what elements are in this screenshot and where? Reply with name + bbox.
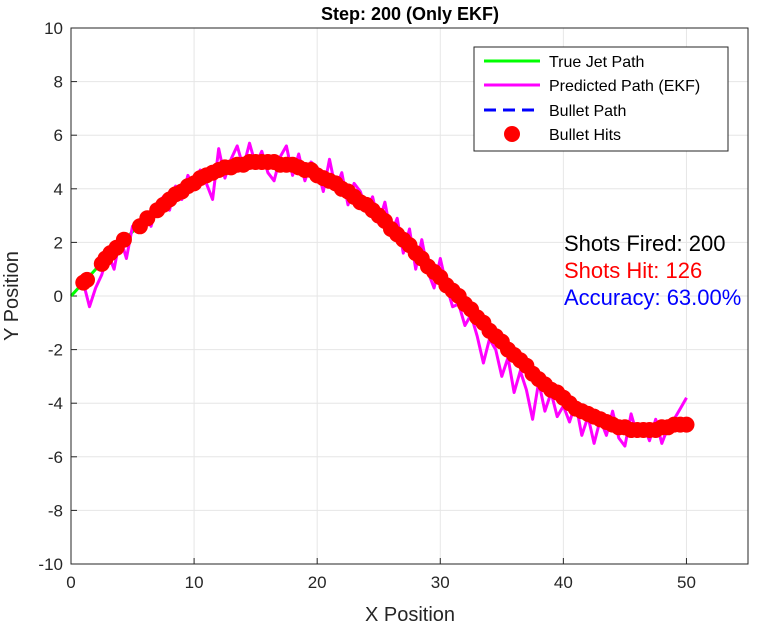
y-tick-label: 0 — [54, 287, 63, 306]
bullet-hit-marker — [79, 271, 95, 288]
legend-label-bullet-path: Bullet Path — [549, 103, 626, 120]
axes-box — [70, 27, 749, 565]
series-layer — [69, 141, 695, 448]
y-tick-label: 4 — [54, 180, 63, 199]
y-tick-label: -4 — [48, 394, 63, 413]
legend: True Jet Path Predicted Path (EKF) Bulle… — [473, 46, 729, 152]
y-tick-label: -2 — [48, 341, 63, 360]
x-ticks: 0 10 20 30 40 50 — [66, 558, 696, 592]
legend-label-true-path: True Jet Path — [549, 54, 644, 71]
y-ticks: -10 -8 -6 -4 -2 0 2 4 6 8 10 — [38, 19, 77, 574]
legend-swatch-bullet-hits — [504, 126, 520, 142]
x-axis-label: X Position — [365, 604, 455, 626]
accuracy-text: Accuracy: 63.00% — [564, 285, 741, 310]
x-tick-label: 30 — [431, 573, 450, 592]
y-tick-label: 6 — [54, 126, 63, 145]
bullet-hit-marker — [115, 231, 132, 248]
y-tick-label: -6 — [48, 448, 63, 467]
y-tick-label: 8 — [54, 73, 63, 92]
legend-label-bullet-hits: Bullet Hits — [549, 127, 621, 144]
shots-fired-text: Shots Fired: 200 — [564, 231, 725, 256]
y-tick-label: 10 — [44, 19, 63, 38]
legend-label-predicted-path: Predicted Path (EKF) — [549, 78, 700, 95]
y-tick-label: -8 — [48, 501, 63, 520]
x-tick-label: 50 — [677, 573, 696, 592]
chart-title: Step: 200 (Only EKF) — [321, 4, 499, 24]
bullet-hit-marker — [678, 416, 695, 433]
y-tick-label: -10 — [38, 555, 63, 574]
x-tick-label: 40 — [554, 573, 573, 592]
y-axis-label: Y Position — [1, 251, 23, 341]
shots-hit-text: Shots Hit: 126 — [564, 258, 702, 283]
y-tick-label: 2 — [54, 233, 63, 252]
x-tick-label: 20 — [308, 573, 327, 592]
x-tick-label: 10 — [185, 573, 204, 592]
x-tick-label: 0 — [66, 573, 75, 592]
